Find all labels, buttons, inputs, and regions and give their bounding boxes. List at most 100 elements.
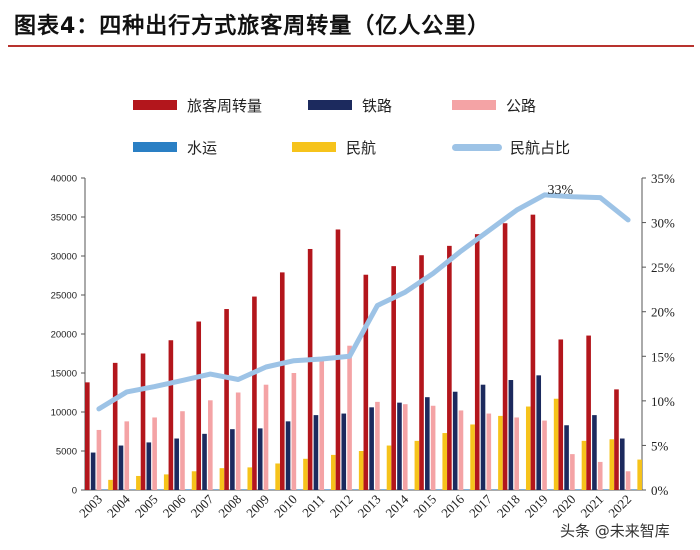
bar-air [136, 475, 141, 490]
bar-road [625, 471, 631, 490]
bar-total [586, 335, 591, 490]
bar-road [514, 417, 519, 490]
page-title: 图表4：四种出行方式旅客周转量（亿人公里） [14, 14, 491, 39]
bar-total [391, 266, 396, 490]
bar-air [414, 440, 420, 490]
bar-water [603, 489, 609, 490]
bar-total [363, 274, 369, 490]
bar-water [353, 489, 358, 490]
x-tick-label: 2020 [550, 492, 579, 521]
y-left-tick-label: 5000 [56, 447, 77, 458]
y-left-tick-label: 25000 [51, 291, 77, 302]
bar-total [614, 389, 619, 490]
bar-water [575, 489, 581, 490]
bar-rail [313, 415, 319, 490]
x-tick-label: 2010 [271, 492, 300, 521]
bar-rail [174, 438, 179, 490]
bar-rail [202, 433, 207, 490]
bar-total [168, 340, 174, 490]
series-line-air_share [96, 192, 631, 412]
y-left-tick-label: 40000 [51, 174, 77, 185]
bar-total [252, 296, 257, 490]
bar-road [291, 373, 297, 490]
bar-water [492, 489, 497, 490]
bar-air [386, 445, 392, 490]
x-tick-label: 2019 [522, 492, 551, 521]
bar-water [325, 489, 330, 490]
bar-total [196, 321, 202, 490]
bar-rail [257, 428, 263, 490]
bar-air [247, 467, 253, 490]
bar-air [498, 415, 503, 490]
x-tick-label: 2003 [76, 492, 105, 521]
title-divider [8, 45, 694, 47]
legend-swatch-rail [308, 100, 352, 110]
bar-road [152, 417, 157, 490]
x-tick-label: 2005 [132, 492, 161, 521]
y-left-tick-label: 10000 [51, 408, 77, 419]
bar-rail [118, 445, 124, 490]
chart-legend: 旅客周转量 铁路 公路 水运 民航 民航占比 [0, 0, 700, 170]
y-left-tick-label: 20000 [51, 330, 77, 341]
bar-air [303, 458, 308, 490]
y-right-tick-label: 35% [651, 171, 675, 186]
legend-label-total: 旅客周转量 [187, 96, 263, 115]
x-tick-label: 2012 [327, 492, 356, 521]
bar-road [208, 400, 213, 490]
bar-water [631, 489, 637, 490]
y-left-tick-label: 0 [72, 486, 77, 497]
bar-water [102, 489, 108, 490]
legend-label-rail: 铁路 [362, 96, 393, 115]
bar-air [191, 471, 197, 490]
bar-total [474, 234, 480, 490]
legend-swatch-road [452, 100, 496, 110]
bar-air [525, 406, 531, 490]
bar-air [358, 451, 364, 490]
bar-rail [369, 407, 374, 490]
legend-label-road: 公路 [506, 96, 537, 115]
legend-label-water: 水运 [187, 138, 218, 157]
bar-rail [341, 413, 347, 490]
x-tick-label: 2013 [355, 492, 384, 521]
bar-air [219, 468, 225, 490]
y-right-tick-label: 5% [651, 438, 669, 453]
bar-water [130, 489, 135, 490]
bar-total [530, 214, 536, 490]
x-tick-label: 2009 [243, 492, 272, 521]
legend-road: 公路 [452, 95, 536, 115]
bar-total [224, 309, 229, 490]
watermark: 头条 @未来智库 [556, 520, 674, 541]
bar-air [163, 474, 169, 490]
bar-total [140, 353, 146, 490]
bar-road [180, 411, 185, 490]
bar-water [436, 489, 442, 490]
y-left-tick-label: 30000 [51, 252, 77, 263]
legend-line-air-share [452, 143, 502, 151]
bar-rail [508, 380, 514, 490]
bar-rail [452, 391, 458, 490]
bar-road [486, 413, 492, 490]
bar-road [124, 421, 130, 490]
y-left-tick-label: 15000 [51, 369, 77, 380]
bar-road [430, 405, 436, 490]
bar-air [470, 424, 475, 490]
legend-swatch-water [133, 142, 177, 152]
bar-air [553, 398, 559, 490]
bar-rail [564, 425, 569, 490]
bar-road [542, 420, 547, 490]
x-tick-label: 2007 [187, 491, 216, 520]
legend-air: 民航 [292, 137, 376, 157]
bar-rail [592, 415, 597, 490]
legend-swatch-air [292, 142, 336, 152]
bar-air [442, 433, 448, 490]
bar-road [570, 454, 575, 490]
bar-road [458, 410, 464, 490]
bar-rail [536, 375, 542, 490]
y-right-tick-label: 15% [651, 349, 675, 364]
y-right-tick-label: 20% [651, 305, 675, 320]
y-right-tick-label: 25% [651, 260, 675, 275]
bar-water [548, 489, 553, 490]
bar-rail [285, 421, 291, 490]
bar-rail [90, 452, 96, 490]
